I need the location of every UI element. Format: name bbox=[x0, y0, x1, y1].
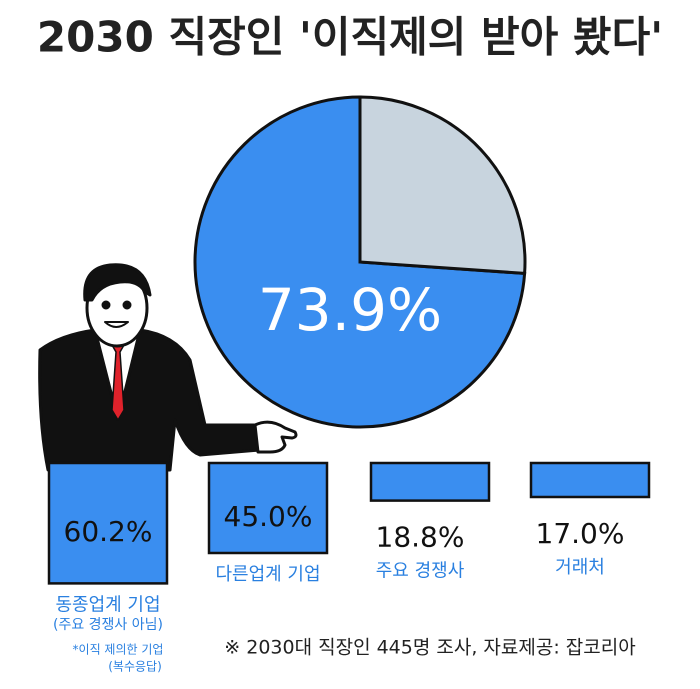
bar bbox=[529, 461, 651, 499]
note: *이직 제의한 기업 bbox=[73, 643, 164, 657]
bar bbox=[47, 461, 169, 585]
note: (복수응답) bbox=[108, 660, 162, 674]
category-label: 다른업계 기업 bbox=[215, 564, 320, 585]
bar bbox=[207, 461, 329, 555]
value-label: 45.0% bbox=[224, 500, 313, 533]
value-label: 17.0% bbox=[536, 517, 625, 550]
note: (주요 경쟁사 아님) bbox=[53, 617, 163, 633]
illustration bbox=[38, 263, 298, 472]
source: ※ 2030대 직장인 445명 조사, 자료제공: 잡코리아 bbox=[224, 637, 635, 659]
category-label: 동종업계 기업 bbox=[55, 594, 160, 615]
value-label: 60.2% bbox=[64, 515, 153, 548]
slice-label: 73.9% bbox=[258, 276, 442, 344]
category-label: 거래처 bbox=[555, 557, 605, 578]
bar bbox=[369, 461, 491, 502]
pie-slice bbox=[358, 95, 527, 275]
value-label: 18.8% bbox=[376, 521, 465, 554]
pie-group: 73.9% bbox=[193, 95, 527, 429]
category-label: 주요 경쟁사 bbox=[376, 561, 465, 582]
bar-group: 60.2% 동종업계 기업 45.0% 다른업계 기업 18.8% 주요 경쟁사 17.0%… bbox=[47, 461, 651, 615]
chart-title: 2030 직장인 '이직제의 받아 봤다' bbox=[37, 13, 663, 62]
